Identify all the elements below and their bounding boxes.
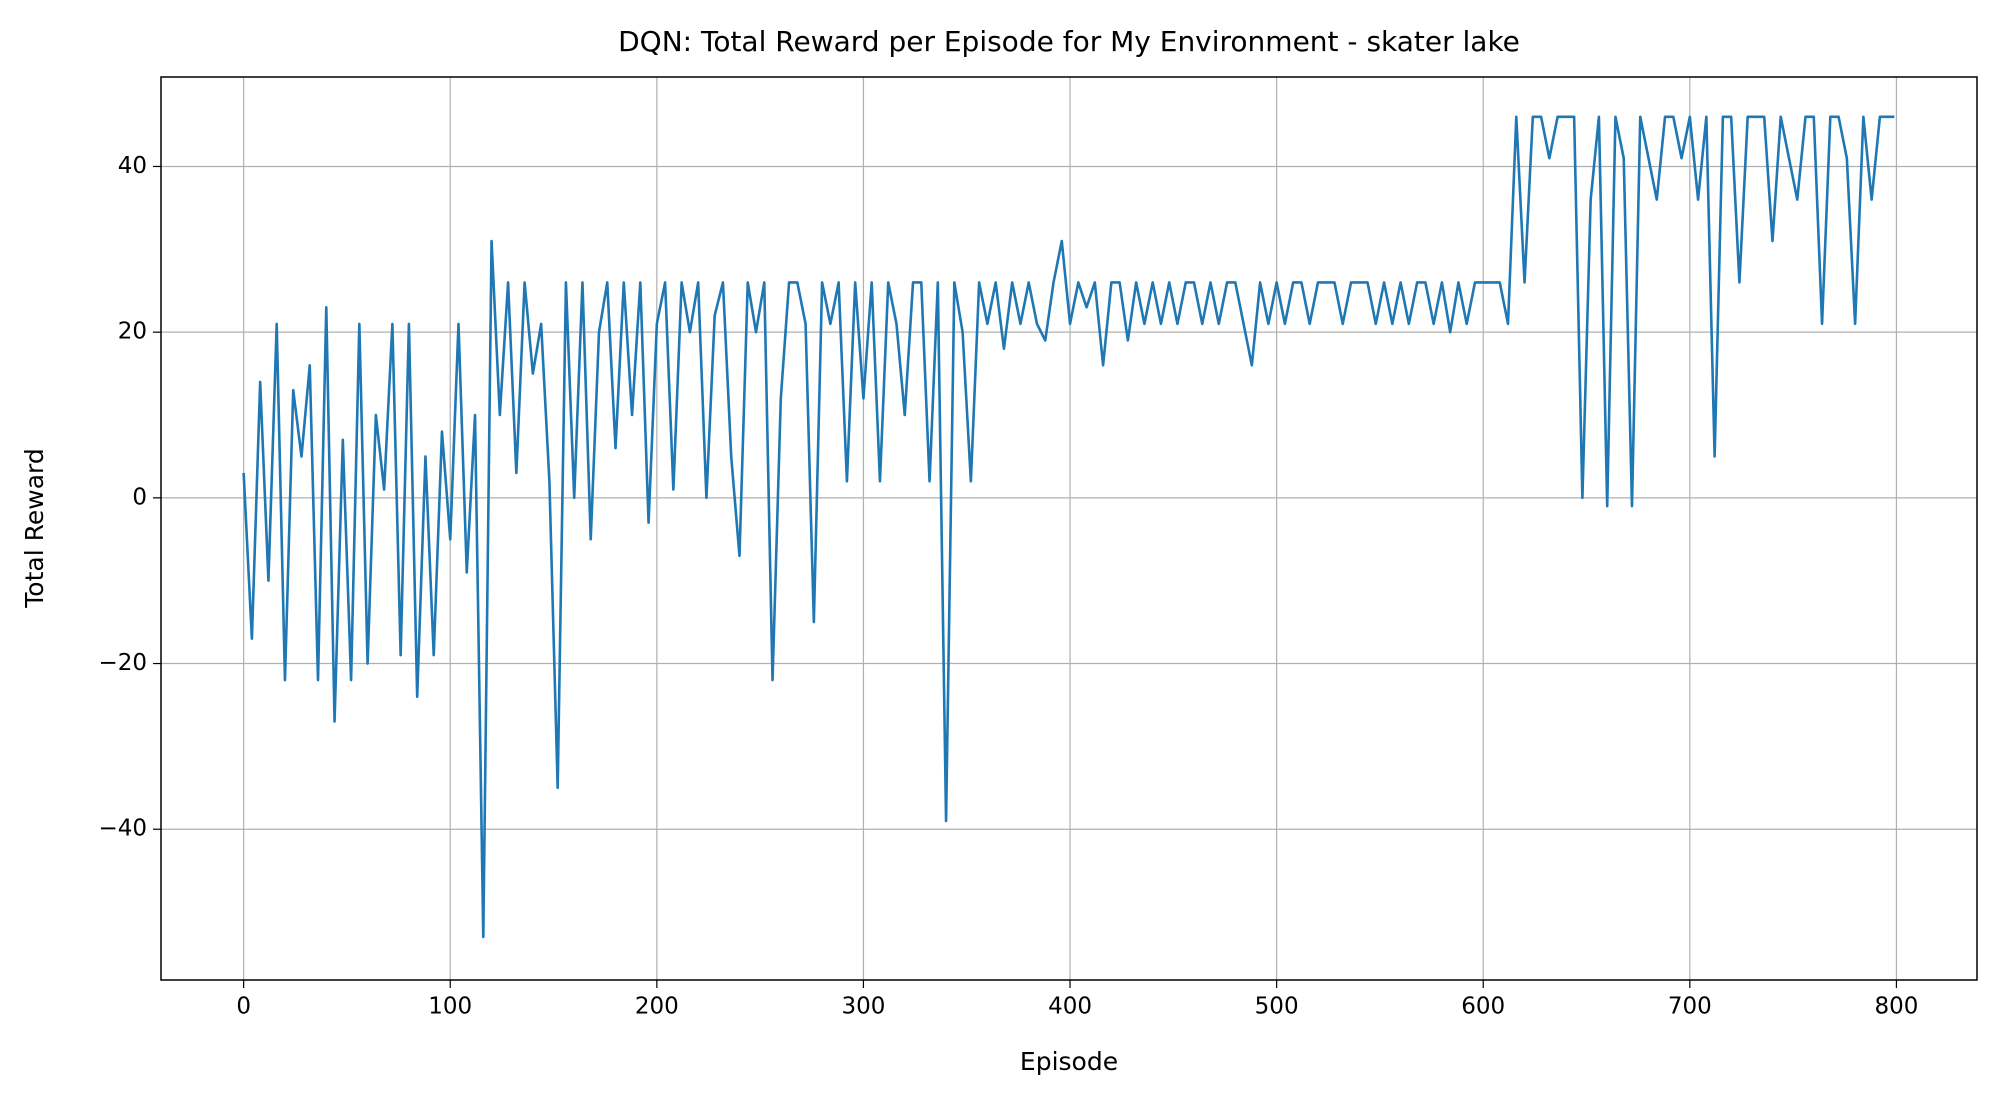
x-tick-label: 600 — [1461, 994, 1505, 1020]
x-tick-label: 400 — [1048, 994, 1092, 1020]
y-axis-label: Total Reward — [20, 448, 49, 608]
data-line — [242, 115, 1895, 939]
y-tick-label: −20 — [98, 650, 147, 676]
plot-frame — [160, 76, 1978, 981]
x-tick-label: 0 — [236, 994, 251, 1020]
x-tick-label: 500 — [1255, 994, 1299, 1020]
x-tick-label: 200 — [635, 994, 679, 1020]
x-axis-label: Episode — [1020, 1047, 1118, 1076]
chart-title: DQN: Total Reward per Episode for My Env… — [618, 25, 1520, 58]
x-tick-label: 800 — [1874, 994, 1918, 1020]
x-tick-label: 100 — [428, 994, 472, 1020]
x-tick-label: 300 — [841, 994, 885, 1020]
y-tick-label: −40 — [98, 816, 147, 842]
y-tick-label: 0 — [132, 484, 147, 510]
y-tick-label: 20 — [118, 319, 147, 345]
y-tick-label: 40 — [118, 153, 147, 179]
x-tick-label: 700 — [1668, 994, 1712, 1020]
